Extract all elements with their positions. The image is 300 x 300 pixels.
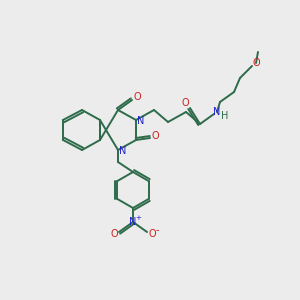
Text: O: O [252, 58, 260, 68]
Text: O: O [133, 92, 141, 102]
Text: O: O [148, 229, 156, 239]
Text: N: N [137, 116, 145, 126]
Text: +: + [135, 215, 141, 221]
Text: -: - [155, 225, 159, 235]
Text: O: O [151, 131, 159, 141]
Text: O: O [181, 98, 189, 108]
Text: H: H [221, 111, 229, 121]
Text: N: N [213, 107, 221, 117]
Text: O: O [110, 229, 118, 239]
Text: N: N [129, 217, 137, 227]
Text: N: N [119, 146, 127, 156]
